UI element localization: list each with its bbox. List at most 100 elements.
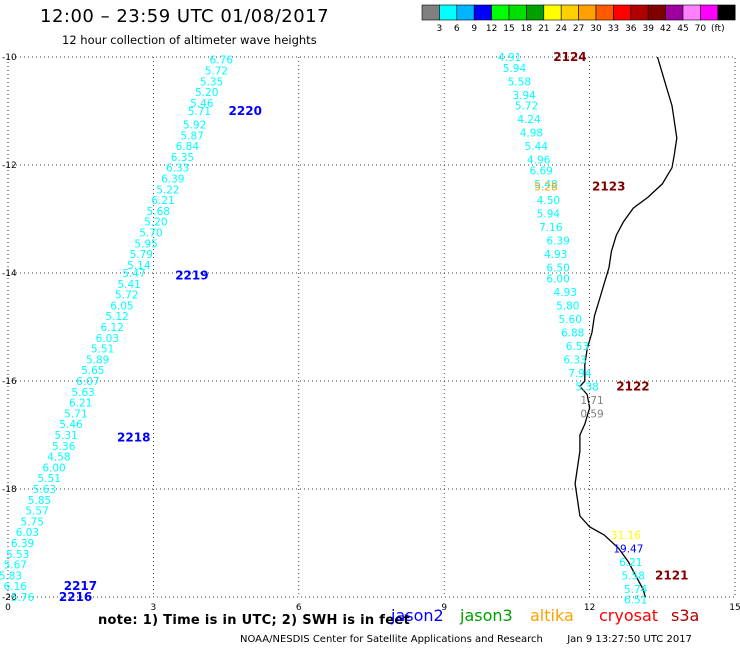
wave-height-label: 5.70 xyxy=(139,228,162,240)
scale-label: 12 xyxy=(486,24,497,34)
wave-height-label: 5.79 xyxy=(130,249,153,261)
track-2216: 5.76 2216 xyxy=(11,590,92,604)
wave-height-label: 5.95 xyxy=(134,238,157,250)
scale-swatch xyxy=(717,4,736,21)
track-2124: 4.915.945.58 3.945.724.24 4.985.44 4.966.69… xyxy=(498,50,587,177)
wave-height-label: 5.89 xyxy=(86,354,109,366)
wave-height-label: 5.41 xyxy=(117,279,140,291)
wave-height-label: 4.58 xyxy=(47,452,70,464)
wave-height-label: 5.63 xyxy=(33,484,56,496)
track-time-label: 2217 xyxy=(64,579,97,593)
wave-height-label: 6.39 xyxy=(11,538,34,550)
footer: NOAA/NESDIS Center for Satellite Applica… xyxy=(240,634,692,645)
wave-height-label: 5.46 xyxy=(190,98,214,110)
wave-height-label: 5.20 xyxy=(144,217,167,229)
wave-height-label: 6.12 xyxy=(101,322,124,334)
wave-height-label: 5.75 xyxy=(21,516,44,528)
wave-height-label: 6.84 xyxy=(176,141,200,153)
wave-height-label: 6.33 xyxy=(563,354,586,366)
wave-height-label: 6.03 xyxy=(16,527,39,539)
wave-height-label: 4.50 xyxy=(537,195,560,207)
wave-height-label: 5.74 xyxy=(624,584,648,596)
wave-height-label: 6.39 xyxy=(546,236,569,248)
wave-height-label: 7.94 xyxy=(568,368,592,380)
wave-height-label: 5.94 xyxy=(537,209,561,221)
track-2123: 5.485.284.505.947.166.394.936.506.004.93… xyxy=(534,179,625,380)
scale-label: 15 xyxy=(503,24,514,34)
wave-height-label: 1.71 xyxy=(580,395,603,407)
wave-height-label: 6.69 xyxy=(529,165,552,177)
track-time-label: 2121 xyxy=(655,568,688,582)
wave-height-label: 5.65 xyxy=(81,365,104,377)
y-tick-label: -18 xyxy=(2,485,17,495)
wave-height-label: 5.31 xyxy=(54,430,77,442)
wave-height-label: 6.35 xyxy=(171,152,194,164)
wave-height-label: 5.51 xyxy=(38,473,61,485)
track-2122: 5.38 1.710.59 2122 xyxy=(575,379,649,420)
wave-height-label: 19.47 xyxy=(613,543,643,555)
wave-height-label: 5.44 xyxy=(525,141,549,153)
wave-height-label: 5.63 xyxy=(71,387,94,399)
units-note: note: 1) Time is in UTC; 2) SWH is in fe… xyxy=(98,613,410,628)
track-time-label: 2122 xyxy=(616,379,649,393)
wave-height-label: 6.00 xyxy=(42,462,65,474)
legend-jason3: jason3 xyxy=(460,606,513,625)
wave-height-label: 7.16 xyxy=(539,222,563,234)
wave-height-label: 5.87 xyxy=(180,130,203,142)
wave-height-label: 5.85 xyxy=(28,495,51,507)
track-time-label: 2216 xyxy=(59,590,92,604)
wave-height-label: 6.21 xyxy=(619,557,642,569)
wave-height-label: 6.76 xyxy=(210,55,234,67)
wave-height-label: 31.16 xyxy=(611,530,641,542)
wave-height-label: 5.80 xyxy=(556,300,579,312)
wave-height-label: 6.88 xyxy=(561,327,584,339)
x-tick-label: 0 xyxy=(5,603,11,613)
wave-height-label: 5.35 xyxy=(200,76,223,88)
y-tick-label: -10 xyxy=(2,53,17,63)
wave-height-label: 5.53 xyxy=(6,549,29,561)
wave-height-label: 5.94 xyxy=(503,63,527,75)
wave-height-label: 6.07 xyxy=(76,376,99,388)
wave-height-label: 4.93 xyxy=(544,249,567,261)
legend-row: note: 1) Time is in UTC; 2) SWH is in fe… xyxy=(98,606,738,631)
wave-height-label: 6.51 xyxy=(624,595,647,607)
wave-height-label: 5.83 xyxy=(0,570,22,582)
track-2217: 6.16 2217 xyxy=(4,579,98,593)
scale-label: 36 xyxy=(625,24,637,34)
wave-height-label: 5.22 xyxy=(156,184,179,196)
wave-height-label: 5.46 xyxy=(59,419,83,431)
wave-height-label: 3.94 xyxy=(512,90,536,102)
wave-height-label: 5.76 xyxy=(11,592,35,604)
x-tick-label: 12 xyxy=(584,603,595,613)
legend-cryosat: cryosat xyxy=(599,606,659,625)
scale-label: 45 xyxy=(677,24,688,34)
scale-label: 18 xyxy=(521,24,533,34)
wave-height-label: 6.21 xyxy=(151,195,174,207)
y-tick-label: -16 xyxy=(2,377,17,387)
wave-height-label: 4.91 xyxy=(498,52,521,64)
y-tick-label: -20 xyxy=(2,593,17,603)
wave-height-label: 6.50 xyxy=(546,263,569,275)
wave-height-label: 5.58 xyxy=(622,570,645,582)
wave-height-label: 5.92 xyxy=(183,120,206,132)
track-time-label: 2220 xyxy=(229,104,262,118)
scale-label: 3 xyxy=(437,24,443,34)
legend-altika: altika xyxy=(530,606,574,625)
scale-label: 30 xyxy=(590,24,602,34)
wave-height-label: 5.38 xyxy=(575,381,598,393)
scale-label: 33 xyxy=(608,24,619,34)
scale-label: 42 xyxy=(660,24,671,34)
scale-label: 6 xyxy=(454,24,460,34)
wave-height-label: 6.21 xyxy=(69,398,92,410)
wave-height-label: 4.98 xyxy=(520,128,543,140)
wave-height-label: 5.48 xyxy=(534,179,557,191)
wave-height-label: 5.57 xyxy=(25,506,48,518)
wave-height-label: 6.33 xyxy=(166,163,189,175)
wave-height-label: 5.72 xyxy=(205,66,228,78)
wave-height-label: 5.58 xyxy=(508,76,531,88)
wave-height-label: 5.71 xyxy=(188,106,211,118)
wave-height-label: 6.53 xyxy=(566,341,589,353)
track-2220: 6.765.725.35 5.20 5.465.71 5.925.876.846.35… xyxy=(127,55,262,272)
chart-subtitle: 12 hour collection of altimeter wave hei… xyxy=(62,33,317,47)
